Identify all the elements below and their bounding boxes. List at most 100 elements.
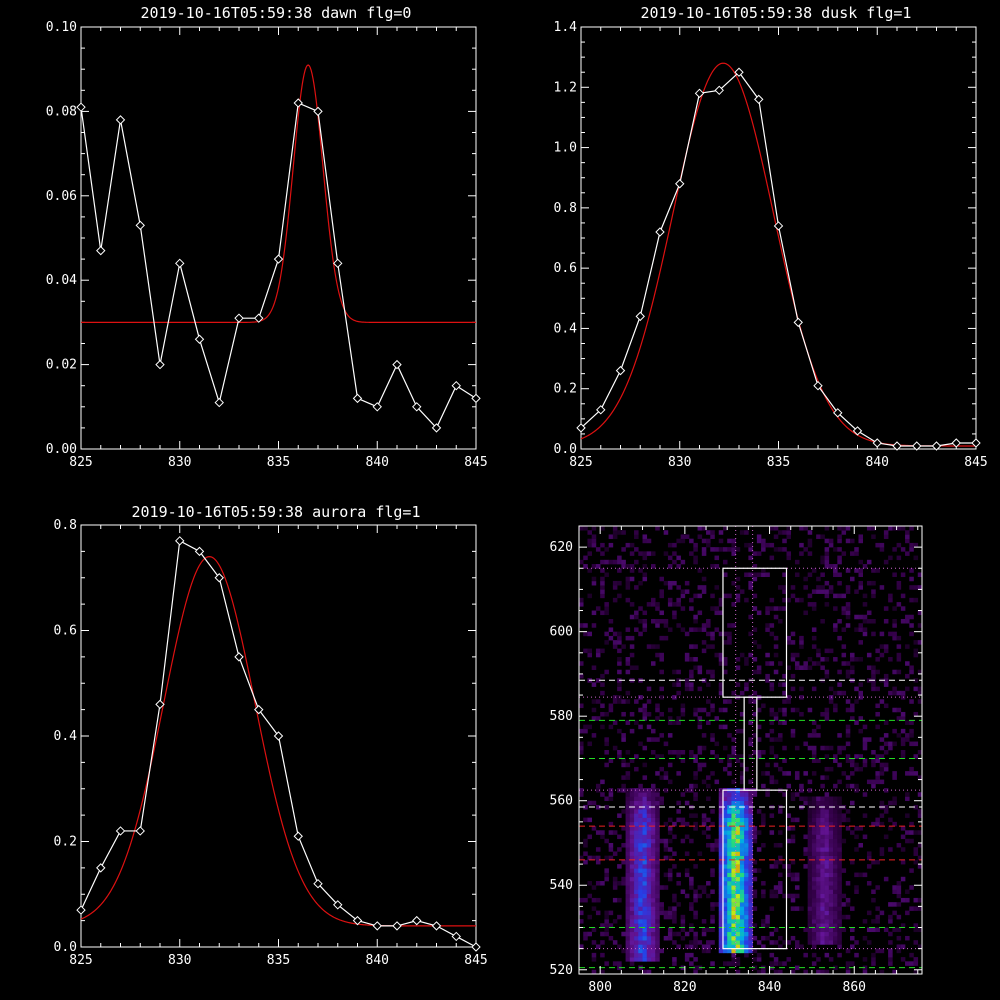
heatmap-cell	[854, 699, 859, 704]
heatmap-cell	[858, 657, 864, 662]
heatmap-cell	[612, 580, 618, 586]
heatmap-cell	[701, 944, 707, 949]
heatmap-cell	[739, 847, 745, 852]
heatmap-cell	[710, 809, 715, 814]
heatmap-cell	[828, 686, 834, 692]
heatmap-cell	[850, 906, 855, 911]
heatmap-cell	[883, 804, 889, 810]
heatmap-cell	[579, 741, 584, 747]
heatmap-cell	[642, 800, 648, 806]
heatmap-cell	[871, 897, 876, 903]
heatmap-cell	[735, 754, 741, 759]
heatmap-cell	[689, 927, 694, 933]
heatmap-cell	[634, 830, 639, 835]
heatmap-cell	[701, 623, 707, 628]
heatmap-cell	[655, 948, 660, 954]
heatmap-cell	[790, 935, 796, 941]
heatmap-cell	[744, 868, 749, 873]
heatmap-cell	[718, 919, 724, 924]
heatmap-cell	[587, 881, 592, 886]
heatmap-cell	[866, 779, 872, 785]
heatmap-cell	[888, 690, 893, 696]
heatmap-cell	[807, 927, 813, 933]
heatmap-cell	[739, 923, 745, 928]
heatmap-cell	[845, 526, 851, 531]
heatmap-cell	[845, 758, 851, 763]
heatmap-cell	[579, 792, 584, 797]
heatmap-cell	[625, 876, 631, 882]
heatmap-cell	[820, 872, 825, 878]
heatmap-cell	[794, 872, 800, 878]
heatmap-cell	[684, 652, 690, 658]
heatmap-cell	[731, 754, 736, 759]
heatmap-cell	[752, 669, 758, 675]
heatmap-cell	[676, 800, 681, 806]
heatmap-cell	[866, 610, 872, 616]
heatmap-cell	[608, 821, 614, 827]
heatmap-cell	[655, 885, 660, 890]
heatmap-cell	[744, 902, 749, 907]
heatmap-cell	[811, 809, 817, 814]
heatmap-cell	[875, 859, 880, 865]
heatmap-cell	[667, 716, 673, 721]
heatmap-cell	[714, 606, 720, 611]
heatmap-cell	[638, 796, 643, 802]
heatmap-cell	[888, 741, 893, 747]
heatmap-cell	[612, 640, 618, 645]
heatmap-cell	[905, 720, 910, 725]
heatmap-cell	[841, 838, 847, 844]
heatmap-cell	[701, 885, 707, 890]
heatmap-cell	[845, 538, 851, 544]
heatmap-cell	[824, 902, 830, 907]
heatmap-cell	[659, 800, 664, 806]
heatmap-cell	[883, 644, 889, 649]
heatmap-cell	[689, 673, 694, 679]
heatmap-cell	[837, 809, 842, 814]
heatmap-cell	[697, 593, 703, 599]
heatmap-cell	[816, 919, 821, 924]
heatmap-cell	[625, 868, 631, 873]
heatmap-cell	[693, 813, 698, 818]
heatmap-cell	[689, 627, 694, 632]
heatmap-cell	[629, 568, 635, 573]
heatmap-cell	[701, 733, 707, 738]
heatmap-cell	[744, 952, 749, 958]
heatmap-cell	[782, 720, 787, 725]
heatmap-cell	[718, 826, 724, 831]
heatmap-cell	[824, 766, 830, 772]
heatmap-cell	[693, 644, 698, 649]
heatmap-cell	[773, 547, 779, 552]
heatmap-cell	[739, 893, 745, 899]
heatmap-cell	[727, 821, 732, 827]
heatmap-cell	[858, 614, 864, 620]
heatmap-cell	[888, 745, 893, 751]
dawn-data-point	[96, 245, 106, 256]
heatmap-cell	[816, 589, 821, 594]
heatmap-cell	[650, 813, 656, 818]
heatmap-cell	[587, 568, 592, 573]
heatmap-cell	[909, 669, 914, 675]
heatmap-cell	[769, 720, 775, 725]
heatmap-cell	[786, 864, 792, 869]
heatmap-cell	[862, 724, 868, 730]
heatmap-cell	[905, 686, 910, 692]
heatmap-cell	[888, 919, 893, 924]
heatmap-cell	[748, 881, 753, 886]
heatmap-cell	[718, 889, 724, 894]
heatmap-cell	[591, 610, 597, 616]
heatmap-cell	[761, 923, 766, 928]
heatmap-cell	[917, 572, 922, 578]
heatmap-cell	[841, 817, 847, 823]
heatmap-cell	[854, 952, 859, 958]
heatmap-cell	[689, 952, 694, 958]
heatmap-cell	[621, 948, 626, 954]
heatmap-cell	[608, 847, 614, 852]
heatmap-cell	[634, 821, 639, 827]
heatmap-cell	[905, 771, 910, 776]
heatmap-cell	[625, 834, 631, 840]
heatmap-cell	[735, 872, 741, 878]
heatmap-cell	[604, 838, 609, 844]
heatmap-cell	[794, 597, 800, 603]
heatmap-cell	[714, 627, 720, 632]
heatmap-cell	[625, 855, 631, 861]
